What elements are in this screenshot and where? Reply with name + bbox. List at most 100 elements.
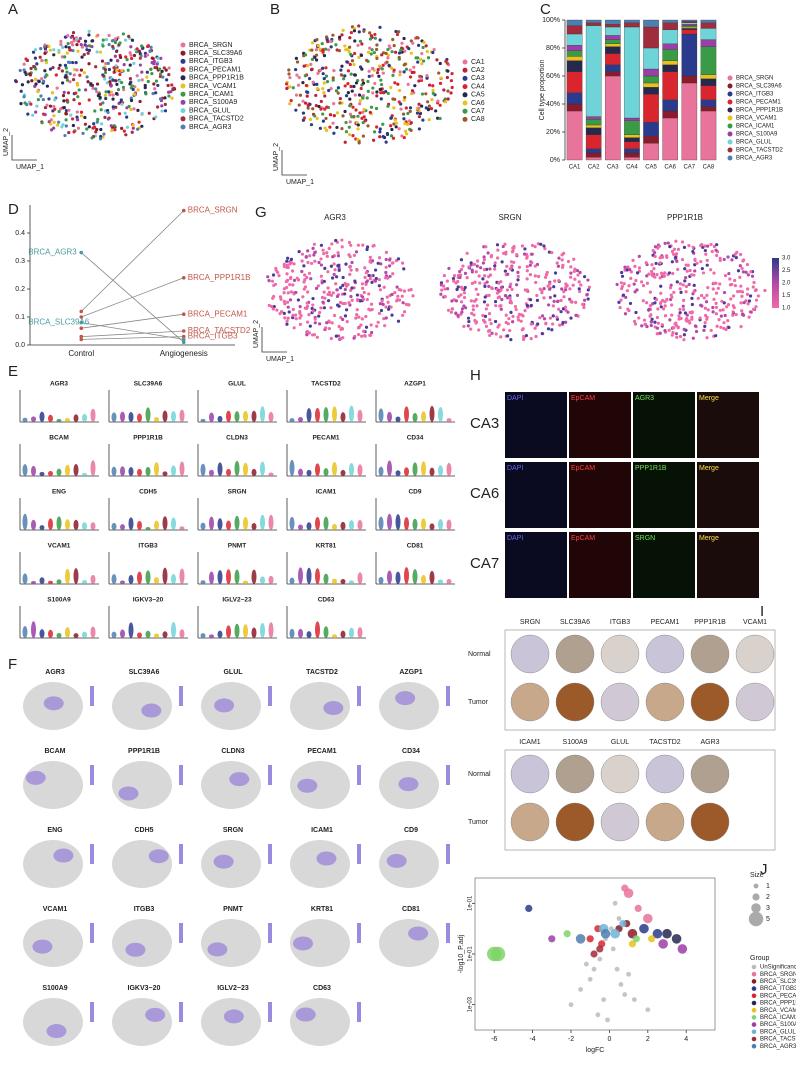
cell-dot bbox=[332, 313, 337, 318]
violin bbox=[298, 567, 303, 584]
cell-dot bbox=[475, 264, 479, 268]
cell-dot bbox=[64, 45, 68, 49]
cell-dot bbox=[371, 91, 375, 95]
cell-dot bbox=[297, 75, 301, 80]
violin bbox=[349, 520, 354, 531]
image-tile bbox=[505, 462, 567, 528]
cell-dot bbox=[66, 91, 71, 95]
cell-dot bbox=[99, 108, 103, 112]
cell-dot bbox=[377, 284, 381, 288]
point bbox=[610, 946, 616, 952]
cell-dot bbox=[545, 270, 549, 275]
gene-title: CD81 bbox=[407, 543, 424, 550]
cell-dot bbox=[436, 99, 440, 103]
bar-segment bbox=[643, 143, 659, 161]
series-label: BRCA_ITGB3 bbox=[188, 332, 238, 341]
cell-dot bbox=[751, 285, 755, 289]
cell-dot bbox=[271, 296, 275, 300]
violin bbox=[226, 520, 231, 530]
cell-dot bbox=[307, 77, 312, 81]
image-tile bbox=[697, 532, 759, 598]
cell-dot bbox=[528, 273, 533, 277]
channel-label: Merge bbox=[699, 535, 719, 542]
cell-dot bbox=[59, 42, 63, 47]
size-key-label: 1 bbox=[766, 883, 770, 890]
bar-segment bbox=[605, 24, 621, 28]
cell-dot bbox=[658, 261, 662, 265]
cell-dot bbox=[381, 51, 386, 55]
cell-dot bbox=[678, 311, 682, 315]
cell-dot bbox=[515, 293, 520, 297]
cell-dot bbox=[324, 74, 329, 78]
cell-dot bbox=[323, 266, 327, 270]
cell-dot bbox=[633, 322, 638, 326]
cell-dot bbox=[355, 313, 359, 317]
cell-dot bbox=[665, 255, 669, 259]
cell-dot bbox=[695, 261, 699, 265]
violin bbox=[120, 411, 125, 422]
cell-dot bbox=[442, 274, 447, 278]
cell-dot bbox=[71, 30, 76, 35]
cell-dot bbox=[325, 37, 329, 42]
cell-dot bbox=[632, 319, 637, 324]
cell-dot bbox=[41, 97, 45, 102]
cell-dot bbox=[151, 91, 155, 96]
colorbar bbox=[268, 844, 272, 864]
cell-dot bbox=[395, 32, 400, 37]
channel-label: EpCAM bbox=[571, 395, 595, 402]
cell-dot bbox=[620, 274, 625, 278]
cell-dot bbox=[79, 68, 84, 72]
colorbar bbox=[90, 923, 94, 943]
cell-dot bbox=[157, 67, 162, 71]
bar-segment bbox=[681, 25, 698, 28]
cell-dot bbox=[675, 280, 679, 284]
legend-dot bbox=[727, 83, 733, 89]
gene-label: SRGN bbox=[520, 619, 540, 626]
cell-dot bbox=[289, 257, 294, 261]
cell-dot bbox=[500, 297, 504, 302]
cell-dot bbox=[65, 78, 70, 82]
violin bbox=[234, 569, 240, 584]
channel-label: PPP1R1B bbox=[635, 465, 667, 472]
cell-dot bbox=[346, 69, 351, 73]
series-label: BRCA_PECAM1 bbox=[188, 309, 248, 318]
cell-dot bbox=[522, 252, 527, 256]
cell-dot bbox=[625, 268, 629, 272]
cell-dot bbox=[336, 303, 340, 307]
cell-dot bbox=[375, 324, 379, 328]
cell-dot bbox=[95, 90, 99, 94]
cell-dot bbox=[291, 283, 295, 287]
cell-dot bbox=[376, 320, 380, 324]
legend-dot bbox=[180, 124, 186, 130]
cell-dot bbox=[327, 88, 331, 93]
point bbox=[79, 320, 84, 325]
cell-dot bbox=[585, 292, 589, 297]
point bbox=[658, 939, 668, 949]
cell-dot bbox=[519, 319, 523, 323]
cell-dot bbox=[469, 327, 473, 331]
tissue-core bbox=[510, 802, 550, 842]
cell-dot bbox=[711, 310, 715, 314]
legend-label: BRCA_PECAM1 bbox=[189, 66, 241, 73]
cell-dot bbox=[152, 59, 156, 64]
cell-dot bbox=[454, 311, 458, 315]
cell-dot bbox=[394, 121, 399, 125]
legend-dot bbox=[462, 59, 468, 65]
cell-dot bbox=[582, 298, 587, 302]
cell-dot bbox=[120, 126, 124, 130]
cell-dot bbox=[65, 98, 69, 102]
cell-dot bbox=[551, 322, 555, 326]
cell-dot bbox=[331, 255, 335, 259]
legend-dot bbox=[727, 155, 733, 161]
cell-dot bbox=[361, 243, 365, 247]
violin bbox=[120, 466, 125, 477]
violin bbox=[56, 579, 62, 584]
cell-dot bbox=[507, 317, 511, 321]
cell-dot bbox=[667, 328, 671, 332]
cell-dot bbox=[343, 140, 347, 144]
cell-dot bbox=[336, 91, 340, 95]
cell-dot bbox=[548, 287, 552, 291]
cell-dot bbox=[645, 281, 650, 285]
cell-dot bbox=[75, 68, 79, 72]
